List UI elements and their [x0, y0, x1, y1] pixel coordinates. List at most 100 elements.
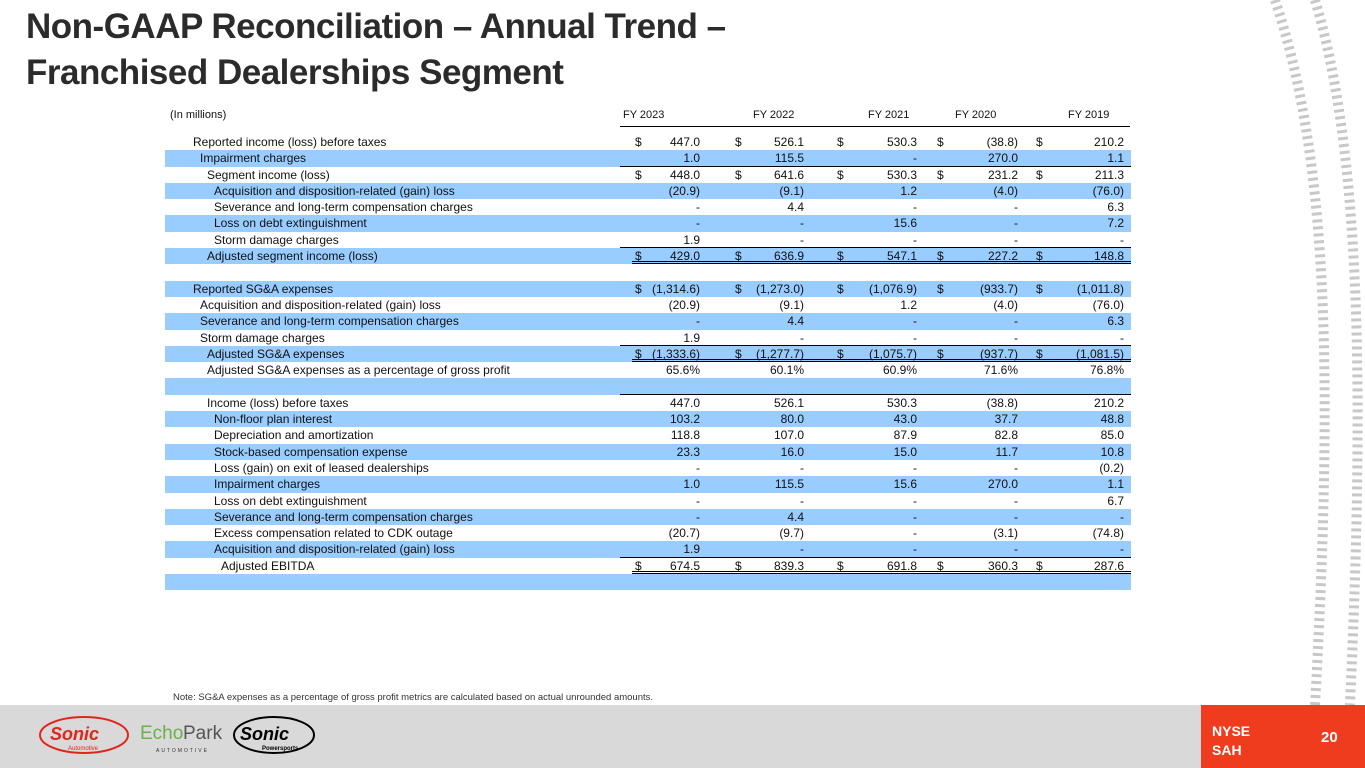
cell-value: 6.7 — [1107, 493, 1124, 508]
table-body: Reported income (loss) before taxes $447.… — [165, 134, 1131, 591]
subtotal-rule — [620, 247, 1131, 249]
table-row: Severance and long-term compensation cha… — [165, 199, 1131, 215]
title-line-2: Franchised Dealerships Segment — [26, 53, 564, 92]
cell-value: 37.7 — [994, 412, 1018, 427]
cell-value: (1,081.5) — [1075, 346, 1124, 361]
cell-value: (20.9) — [668, 183, 700, 198]
cell-value: 23.3 — [676, 444, 700, 459]
table-row: Reported SG&A expenses $ (1,314.6) $ (1,273.… — [165, 280, 1131, 297]
sonic-powersports-logo: Sonic Powersports — [233, 716, 315, 754]
row-label: Impairment charges — [214, 477, 321, 492]
cell-value: - — [696, 314, 700, 329]
row-label: Severance and long-term compensation cha… — [214, 200, 473, 215]
cell-value: - — [800, 542, 804, 557]
cell-value: 1.0 — [683, 151, 700, 166]
cell-value: 107.0 — [773, 428, 804, 443]
currency-symbol: $ — [837, 249, 844, 264]
cell-value: - — [696, 460, 700, 475]
page-title: Non-GAAP Reconciliation – Annual Trend –… — [26, 4, 726, 96]
currency-symbol: $ — [1036, 249, 1043, 264]
currency-symbol: $ — [837, 167, 844, 182]
row-label: Adjusted EBITDA — [221, 558, 315, 573]
column-header: FY 2021 — [868, 109, 910, 121]
cell-value: - — [1014, 542, 1018, 557]
cell-value: 447.0 — [669, 395, 700, 410]
row-label: Severance and long-term compensation cha… — [214, 509, 473, 524]
table-row: Non-floor plan interest 103.2 80.0 43.0 37.7… — [165, 411, 1131, 428]
cell-value: - — [1014, 330, 1018, 345]
cell-value: 103.2 — [669, 412, 700, 427]
cell-value: 1.1 — [1107, 151, 1124, 166]
currency-symbol: $ — [937, 346, 944, 361]
currency-symbol: $ — [635, 346, 642, 361]
currency-symbol: $ — [635, 281, 642, 296]
cell-value: 15.0 — [893, 444, 917, 459]
cell-value: - — [913, 151, 917, 166]
cell-value: 1.2 — [900, 297, 917, 312]
cell-value: - — [1014, 216, 1018, 231]
currency-symbol: $ — [635, 249, 642, 264]
cell-value: (74.8) — [1092, 526, 1124, 541]
cell-value: 530.3 — [886, 167, 917, 182]
currency-symbol: $ — [937, 558, 944, 573]
cell-value: (1,314.6) — [651, 281, 700, 296]
ticker-badge: NYSE SAH 20 — [1201, 705, 1365, 768]
table-row: Adjusted SG&A expenses $ (1,333.6) $ (1,277.… — [165, 345, 1131, 363]
page-number: 20 — [1321, 729, 1338, 746]
table-row — [165, 378, 1131, 395]
cell-value: 7.2 — [1107, 216, 1124, 231]
cell-value: (9.1) — [779, 297, 804, 312]
currency-symbol: $ — [1036, 281, 1043, 296]
column-header: FY 2022 — [753, 109, 795, 121]
currency-symbol: $ — [635, 558, 642, 573]
cell-value: 526.1 — [773, 395, 804, 410]
cell-value: - — [800, 216, 804, 231]
cell-value: - — [913, 314, 917, 329]
currency-symbol: $ — [1036, 135, 1043, 149]
table-row: Adjusted EBITDA $674.5 $839.3 $691.8 $360.3 $… — [165, 558, 1131, 575]
cell-value: (1,011.8) — [1076, 281, 1124, 296]
row-label: Severance and long-term compensation cha… — [200, 314, 459, 329]
unit-label: (In millions) — [170, 109, 227, 121]
currency-symbol: $ — [837, 135, 844, 149]
row-label: Acquisition and disposition-related (gai… — [214, 183, 455, 198]
cell-value: 43.0 — [893, 412, 917, 427]
ticker-label: SAH — [1212, 742, 1242, 758]
cell-value: 839.3 — [773, 558, 804, 573]
row-label: Depreciation and amortization — [214, 428, 374, 443]
echopark-logo: Echo Park AUTOMOTIVE — [140, 723, 223, 754]
table-row: Storm damage charges 1.9 - - - - — [165, 232, 1131, 249]
cell-value: 82.8 — [994, 428, 1018, 443]
row-label: Reported income (loss) before taxes — [193, 135, 387, 149]
cell-value: 210.2 — [1093, 135, 1124, 149]
cell-value: - — [913, 542, 917, 557]
cell-value: 641.6 — [773, 167, 804, 182]
table-row: Stock-based compensation expense 23.3 16.0… — [165, 443, 1131, 460]
subtotal-rule — [620, 165, 1131, 167]
cell-value: - — [913, 232, 917, 247]
currency-symbol: $ — [837, 558, 844, 573]
cell-value: 270.0 — [987, 151, 1018, 166]
table-row: Adjusted SG&A expenses as a percentage o… — [165, 362, 1131, 378]
cell-value: (38.8) — [986, 135, 1018, 149]
cell-value: (20.7) — [668, 526, 700, 541]
currency-symbol: $ — [937, 249, 944, 264]
cell-value: 4.4 — [787, 509, 804, 524]
currency-symbol: $ — [635, 135, 642, 149]
table-row: Loss (gain) on exit of leased dealership… — [165, 460, 1131, 476]
currency-symbol: $ — [837, 281, 844, 296]
row-label: Income (loss) before taxes — [207, 395, 349, 410]
cell-value: - — [696, 493, 700, 508]
cell-value: - — [913, 493, 917, 508]
svg-text:Powersports: Powersports — [262, 746, 299, 752]
cell-value: 360.3 — [987, 558, 1018, 573]
cell-value: 1.2 — [900, 183, 917, 198]
cell-value: 11.7 — [995, 444, 1018, 459]
cell-value: - — [800, 460, 804, 475]
reconciliation-table: (In millions) FY 2023 FY 2022 FY 2021 FY… — [165, 108, 1131, 591]
cell-value: - — [1120, 232, 1124, 247]
currency-symbol: $ — [937, 135, 944, 149]
table-row: Reported income (loss) before taxes $447.… — [165, 134, 1131, 150]
subtotal-rule — [620, 393, 1131, 395]
row-label: Impairment charges — [200, 151, 307, 166]
